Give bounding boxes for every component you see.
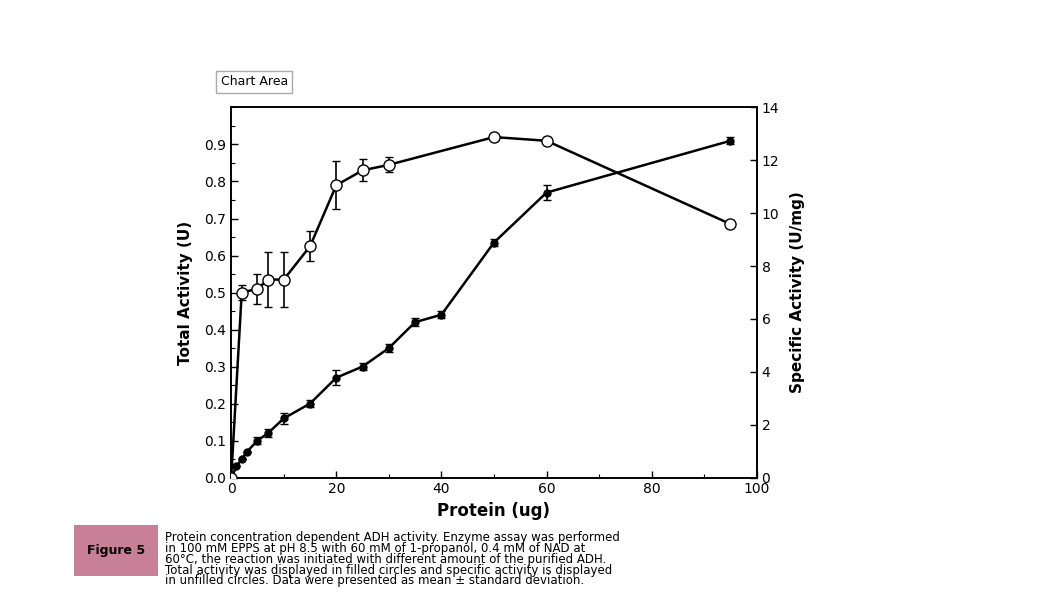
Y-axis label: Specific Activity (U/mg): Specific Activity (U/mg) — [790, 192, 805, 393]
Text: in unfilled circles. Data were presented as mean ± standard deviation.: in unfilled circles. Data were presented… — [165, 574, 584, 587]
Text: 60°C, the reaction was initiated with different amount of the purified ADH.: 60°C, the reaction was initiated with di… — [165, 553, 606, 566]
Y-axis label: Total Activity (U): Total Activity (U) — [179, 220, 193, 365]
Text: Chart Area: Chart Area — [221, 75, 288, 88]
Text: Total activity was displayed in filled circles and specific activity is displaye: Total activity was displayed in filled c… — [165, 564, 613, 577]
Text: in 100 mM EPPS at pH 8.5 with 60 mM of 1-propanol, 0.4 mM of NAD at: in 100 mM EPPS at pH 8.5 with 60 mM of 1… — [165, 542, 585, 555]
X-axis label: Protein (ug): Protein (ug) — [437, 502, 551, 520]
Text: Protein concentration dependent ADH activity. Enzyme assay was performed: Protein concentration dependent ADH acti… — [165, 531, 620, 544]
Text: Figure 5: Figure 5 — [86, 544, 145, 557]
